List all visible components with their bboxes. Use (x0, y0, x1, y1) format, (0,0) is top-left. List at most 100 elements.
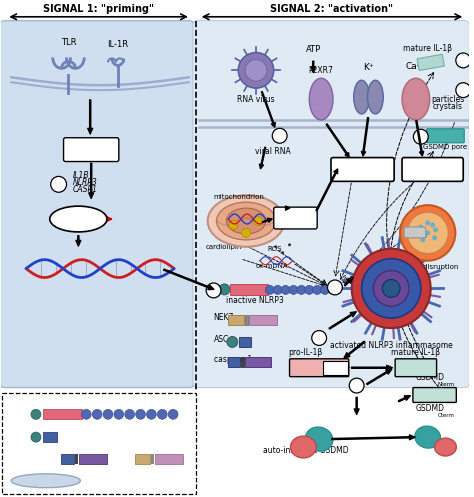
FancyArrowPatch shape (366, 369, 392, 385)
Text: Cterm: Cterm (438, 414, 455, 418)
Circle shape (136, 410, 146, 419)
Bar (75, 454, 78, 464)
Ellipse shape (402, 78, 429, 120)
Text: NF-κB: NF-κB (78, 145, 104, 154)
FancyBboxPatch shape (64, 138, 119, 162)
Circle shape (312, 331, 327, 345)
FancyBboxPatch shape (290, 359, 349, 377)
Circle shape (265, 285, 274, 294)
Circle shape (297, 285, 306, 294)
Text: IL1B: IL1B (73, 171, 89, 180)
Text: inactive NLRP3: inactive NLRP3 (227, 296, 284, 305)
Circle shape (374, 270, 409, 306)
Text: NF-κB: NF-κB (65, 215, 91, 224)
Text: ⑦: ⑦ (417, 132, 425, 141)
Bar (228, 315, 244, 325)
Circle shape (82, 410, 91, 419)
Ellipse shape (435, 438, 456, 456)
Circle shape (349, 378, 364, 393)
Bar (155, 454, 183, 464)
Circle shape (456, 83, 471, 97)
Text: MAVS: MAVS (284, 214, 307, 223)
Text: viral RNA: viral RNA (255, 147, 291, 156)
Text: mature IL-1β: mature IL-1β (403, 44, 452, 53)
Text: NTE: NTE (121, 445, 134, 450)
Text: NLRP3: NLRP3 (73, 178, 97, 187)
Circle shape (422, 234, 427, 239)
Circle shape (227, 336, 238, 347)
Text: ④: ④ (331, 283, 339, 292)
Ellipse shape (291, 436, 316, 458)
FancyArrowPatch shape (345, 277, 353, 286)
FancyBboxPatch shape (404, 227, 426, 238)
FancyArrowPatch shape (76, 236, 81, 246)
Circle shape (281, 285, 290, 294)
Text: ①: ① (55, 180, 63, 189)
Circle shape (320, 285, 329, 294)
Bar (228, 357, 240, 367)
Text: IL-1R: IL-1R (107, 40, 128, 49)
Circle shape (419, 225, 423, 230)
Text: Ca²⁺: Ca²⁺ (406, 62, 426, 72)
Text: K⁺: K⁺ (363, 63, 374, 73)
Text: CD: CD (44, 445, 54, 450)
Circle shape (272, 128, 287, 143)
FancyArrowPatch shape (311, 61, 315, 73)
Ellipse shape (217, 202, 276, 240)
Ellipse shape (367, 80, 383, 114)
FancyBboxPatch shape (331, 158, 394, 181)
Circle shape (254, 217, 263, 226)
Circle shape (242, 229, 251, 238)
Circle shape (400, 205, 456, 260)
Circle shape (219, 284, 230, 295)
Circle shape (425, 221, 430, 226)
Ellipse shape (309, 78, 333, 120)
FancyArrowPatch shape (362, 118, 369, 156)
Text: CARD: CARD (19, 445, 37, 450)
Text: GSDMD: GSDMD (416, 405, 445, 414)
Ellipse shape (227, 208, 266, 234)
Circle shape (383, 279, 400, 297)
Text: ⑤: ⑤ (315, 333, 323, 342)
Text: K⁺ efflux: K⁺ efflux (340, 165, 385, 174)
Ellipse shape (415, 426, 440, 448)
FancyBboxPatch shape (413, 388, 456, 403)
FancyArrowPatch shape (332, 435, 415, 440)
Bar (230, 284, 268, 295)
Text: TLR: TLR (61, 38, 76, 47)
FancyArrowPatch shape (259, 147, 266, 169)
FancyBboxPatch shape (2, 393, 196, 494)
Text: mitochondrion: mitochondrion (214, 194, 264, 200)
Circle shape (146, 410, 156, 419)
Circle shape (206, 283, 221, 298)
FancyArrowPatch shape (88, 100, 92, 134)
Circle shape (430, 223, 435, 228)
Text: CARD: CARD (52, 423, 70, 428)
Circle shape (168, 410, 178, 419)
FancyArrowPatch shape (262, 91, 275, 127)
Text: ASC: ASC (9, 430, 25, 439)
FancyArrowPatch shape (326, 124, 349, 157)
FancyBboxPatch shape (0, 21, 194, 388)
Text: ②: ② (210, 286, 217, 295)
Text: CD: CD (145, 445, 154, 450)
Ellipse shape (354, 80, 369, 114)
Circle shape (433, 228, 438, 233)
Text: PYD: PYD (29, 400, 41, 405)
Ellipse shape (11, 474, 80, 488)
FancyArrowPatch shape (398, 396, 410, 402)
Circle shape (425, 231, 430, 236)
Circle shape (288, 244, 291, 247)
Bar (43, 410, 82, 419)
Text: GSDMD: GSDMD (416, 373, 445, 382)
Circle shape (245, 60, 267, 81)
Text: PYD: PYD (29, 423, 41, 428)
Bar (151, 454, 155, 464)
Text: ASC: ASC (214, 335, 229, 344)
Text: SIGNAL 2: "activation": SIGNAL 2: "activation" (271, 4, 393, 14)
FancyArrowPatch shape (329, 312, 356, 329)
Bar (239, 337, 251, 347)
Text: pro-IL-1β: pro-IL-1β (288, 348, 322, 357)
FancyArrowPatch shape (285, 206, 290, 210)
Text: ROS: ROS (268, 246, 283, 252)
